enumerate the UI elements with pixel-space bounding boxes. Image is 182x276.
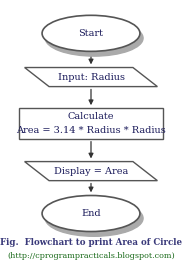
Ellipse shape bbox=[42, 15, 140, 51]
Text: (http://cprogrampracticals.blogspot.com): (http://cprogrampracticals.blogspot.com) bbox=[7, 252, 175, 260]
Text: Start: Start bbox=[78, 29, 104, 38]
Text: Calculate
Area = 3.14 * Radius * Radius: Calculate Area = 3.14 * Radius * Radius bbox=[16, 112, 166, 134]
Text: Display = Area: Display = Area bbox=[54, 167, 128, 176]
Polygon shape bbox=[25, 161, 157, 181]
Text: Fig.  Flowchart to print Area of Circle: Fig. Flowchart to print Area of Circle bbox=[0, 238, 182, 247]
FancyBboxPatch shape bbox=[19, 108, 163, 139]
Ellipse shape bbox=[45, 20, 143, 56]
Polygon shape bbox=[25, 68, 157, 87]
Text: Input: Radius: Input: Radius bbox=[58, 73, 124, 82]
Text: End: End bbox=[81, 209, 101, 218]
Ellipse shape bbox=[42, 195, 140, 232]
Ellipse shape bbox=[45, 200, 143, 236]
